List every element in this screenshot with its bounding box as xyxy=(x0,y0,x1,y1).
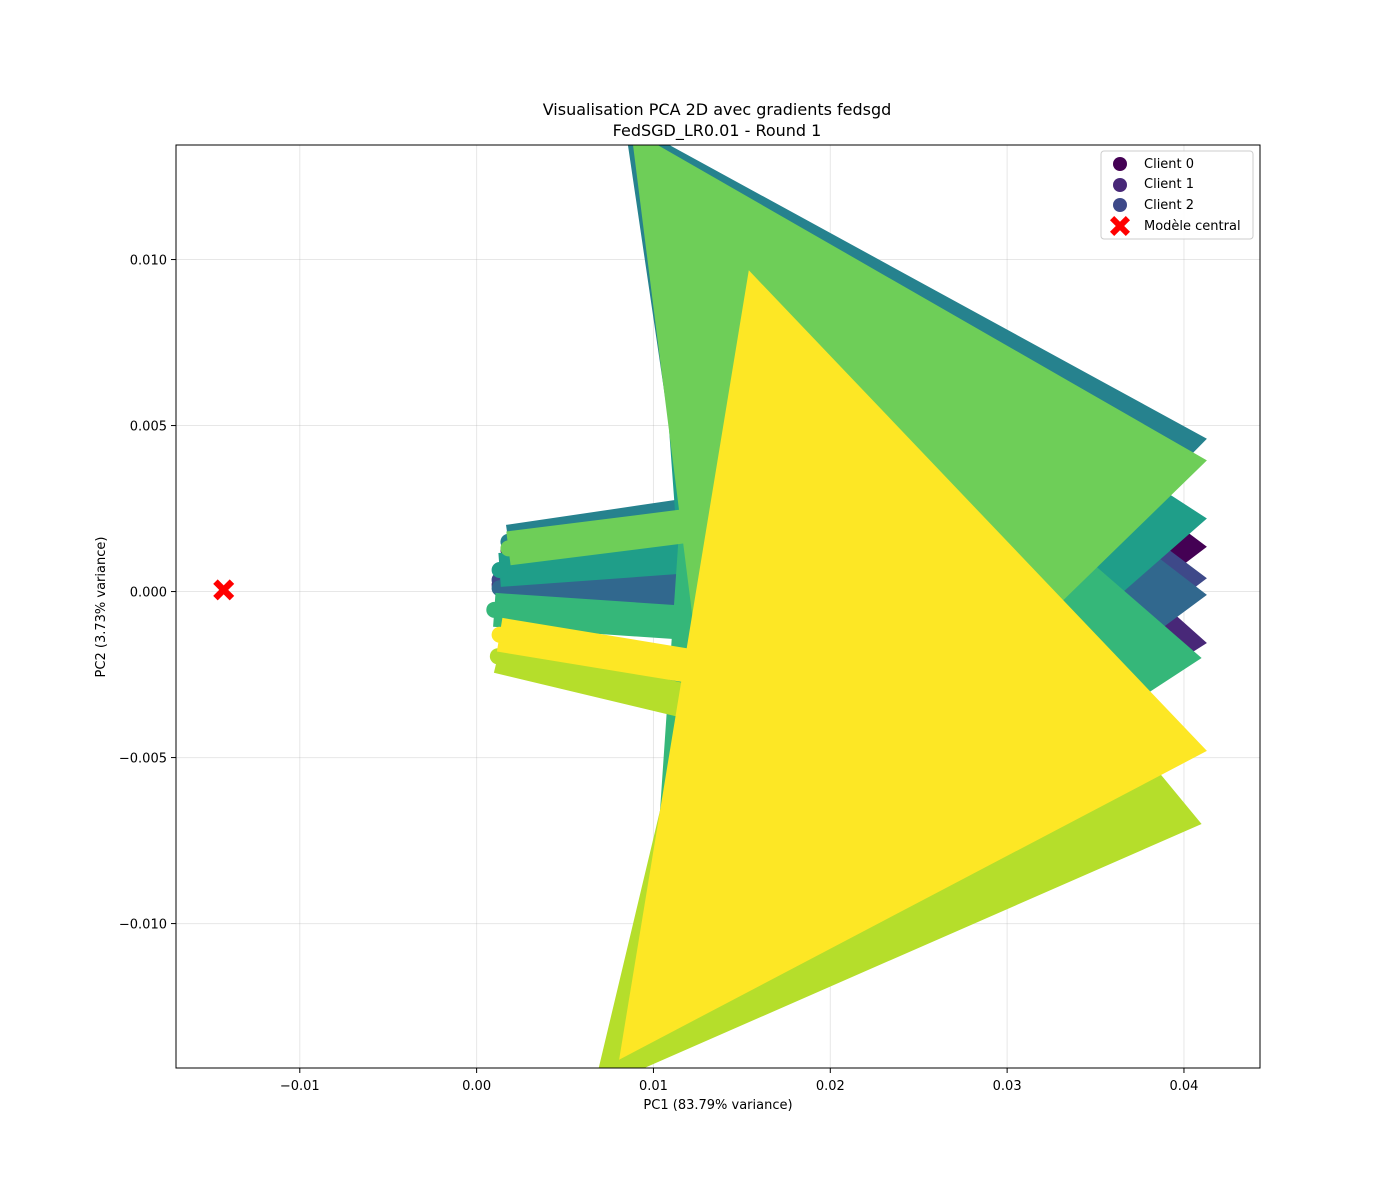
legend-marker-client-2 xyxy=(1113,198,1127,212)
chart-title: Visualisation PCA 2D avec gradients feds… xyxy=(543,100,892,119)
x-tick-label: 0.04 xyxy=(1169,1079,1198,1094)
y-tick-label: −0.005 xyxy=(119,752,167,767)
legend-marker-client-0 xyxy=(1113,157,1127,171)
gradient-arrows xyxy=(486,145,1207,1068)
x-axis-ticks: −0.01 0.00 0.01 0.02 0.03 0.04 xyxy=(280,1068,1198,1094)
y-axis-label: PC2 (3.73% variance) xyxy=(94,537,109,678)
client-point-6 xyxy=(486,601,503,618)
plot-frame xyxy=(175,144,1261,1069)
legend-box xyxy=(1100,150,1254,240)
y-tick-label: 0.000 xyxy=(130,586,167,601)
x-axis-label: PC1 (83.79% variance) xyxy=(643,1098,792,1113)
client-point-5 xyxy=(491,561,508,578)
y-axis-ticks: −0.010 −0.005 0.000 0.005 0.010 xyxy=(119,254,176,933)
legend-label-client-0: Client 0 xyxy=(1144,157,1194,172)
client-point-9 xyxy=(491,626,508,643)
y-tick-label: 0.005 xyxy=(130,420,167,435)
legend-marker-client-1 xyxy=(1113,178,1127,192)
legend-label-client-1: Client 1 xyxy=(1144,177,1194,192)
legend-label-client-2: Client 2 xyxy=(1144,198,1194,213)
x-tick-label: 0.01 xyxy=(639,1079,668,1094)
legend-label-central-model: Modèle central xyxy=(1144,219,1241,234)
x-tick-label: −0.01 xyxy=(280,1079,320,1094)
central-model-markers xyxy=(213,579,235,601)
chart-subtitle: FedSGD_LR0.01 - Round 1 xyxy=(613,121,822,141)
x-tick-label: 0.00 xyxy=(462,1079,491,1094)
x-tick-label: 0.02 xyxy=(816,1079,845,1094)
y-tick-label: −0.010 xyxy=(119,918,167,933)
client-point-8 xyxy=(500,540,517,557)
gradient-arrow-9 xyxy=(496,270,1207,1060)
central-model-marker xyxy=(213,579,235,601)
x-tick-label: 0.03 xyxy=(993,1079,1022,1094)
legend: Client 0 Client 1 Client 2 Modèle centra… xyxy=(1100,150,1254,240)
legend-marker-central-model xyxy=(1110,216,1130,236)
y-tick-label: 0.010 xyxy=(130,254,167,269)
